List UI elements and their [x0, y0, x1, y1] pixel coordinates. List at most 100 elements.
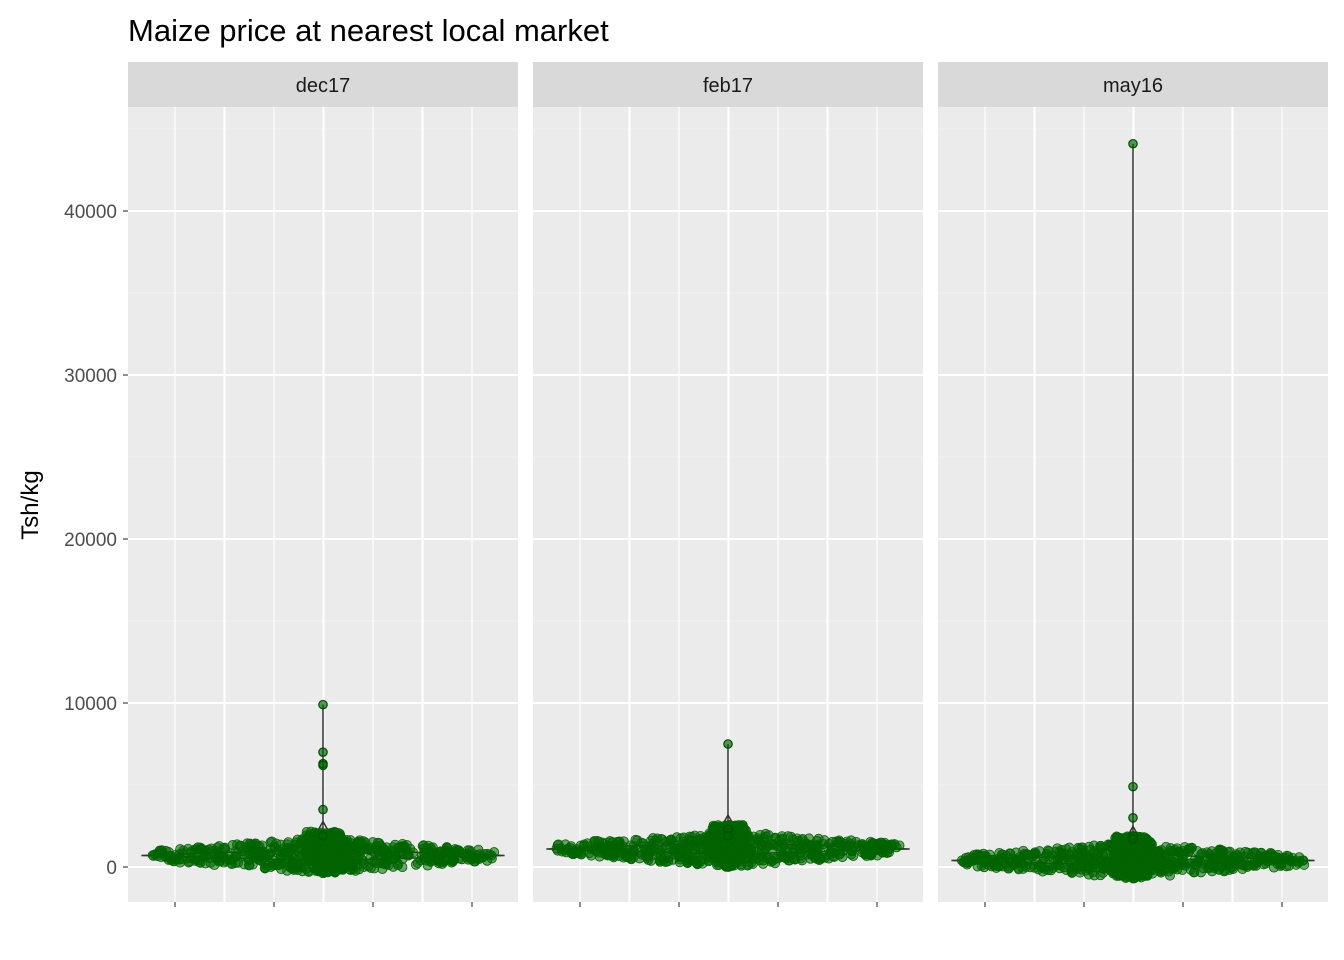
- data-point: [874, 841, 885, 852]
- outlier-point: [318, 699, 328, 710]
- data-point: [665, 835, 676, 846]
- y-tick-label: 10000: [64, 694, 117, 715]
- y-tick-label: 20000: [64, 530, 117, 551]
- facet-panels: dec17 feb17 may16: [128, 62, 1328, 907]
- data-point: [612, 836, 623, 847]
- data-point: [225, 854, 236, 865]
- data-point: [329, 855, 340, 866]
- data-point: [589, 836, 600, 847]
- data-point: [1170, 861, 1181, 872]
- data-point: [658, 856, 669, 867]
- data-point: [1172, 850, 1183, 861]
- data-point: [426, 856, 437, 867]
- data-point: [343, 846, 354, 857]
- data-point: [865, 836, 876, 847]
- data-point: [1054, 863, 1065, 874]
- data-point: [1088, 840, 1099, 851]
- data-point: [687, 847, 698, 858]
- chart-title: Maize price at nearest local market: [128, 13, 609, 48]
- points-dec17: [147, 699, 500, 879]
- outlier-point: [318, 831, 328, 841]
- data-point: [183, 857, 194, 868]
- data-point: [489, 847, 500, 858]
- data-point: [1255, 851, 1266, 862]
- facet-strip: [128, 62, 518, 107]
- data-point: [1003, 863, 1014, 874]
- data-point: [1026, 851, 1037, 862]
- data-point: [1138, 835, 1149, 846]
- data-point: [1216, 845, 1227, 856]
- data-point: [401, 839, 412, 850]
- data-point: [1185, 858, 1196, 869]
- data-point: [304, 833, 315, 844]
- outlier-point: [1128, 138, 1138, 149]
- data-point: [330, 835, 341, 846]
- outlier-point: [1128, 781, 1138, 792]
- data-point: [574, 845, 585, 856]
- data-point: [775, 834, 786, 845]
- data-point: [828, 844, 839, 855]
- facet-strip: [533, 62, 923, 107]
- data-point: [403, 848, 414, 859]
- y-axis-label: Tsh/kg: [17, 470, 44, 539]
- data-point: [859, 842, 870, 853]
- data-point: [442, 846, 453, 857]
- data-point: [345, 835, 356, 846]
- outlier-point: [1128, 834, 1138, 844]
- data-point: [1029, 862, 1040, 873]
- data-point: [1129, 855, 1140, 866]
- data-point: [691, 857, 702, 868]
- data-point: [676, 852, 687, 863]
- data-point: [273, 860, 284, 871]
- points-feb17: [551, 739, 905, 872]
- data-point: [755, 839, 766, 850]
- facet-strip-label: may16: [1103, 75, 1163, 97]
- data-point: [1073, 842, 1084, 853]
- data-point: [806, 840, 817, 851]
- data-point: [214, 852, 225, 863]
- data-point: [362, 844, 373, 855]
- facet-may16: may16: [938, 62, 1328, 907]
- data-point: [1273, 850, 1284, 861]
- data-point: [747, 858, 758, 869]
- data-point: [394, 848, 405, 859]
- data-point: [779, 844, 790, 855]
- data-point: [203, 852, 214, 863]
- data-point: [1040, 861, 1051, 872]
- data-point: [252, 850, 263, 861]
- data-point: [763, 853, 774, 864]
- data-point: [625, 853, 636, 864]
- data-point: [148, 850, 159, 861]
- data-point: [608, 852, 619, 863]
- data-point: [1044, 846, 1055, 857]
- facet-strip-label: dec17: [296, 75, 351, 97]
- points-may16: [956, 138, 1310, 884]
- y-tick-label: 0: [106, 858, 117, 879]
- data-point: [156, 846, 167, 857]
- data-point: [1011, 858, 1022, 869]
- data-point: [353, 842, 364, 853]
- data-point: [717, 845, 728, 856]
- data-point: [390, 839, 401, 850]
- data-point: [810, 852, 821, 863]
- data-point: [328, 866, 339, 877]
- data-point: [318, 848, 329, 859]
- data-point: [1237, 859, 1248, 870]
- facet-strip-label: feb17: [703, 75, 753, 97]
- data-point: [472, 853, 483, 864]
- facet-feb17: feb17: [533, 62, 923, 907]
- data-point: [410, 859, 421, 870]
- data-point: [292, 864, 303, 875]
- outlier-point: [318, 747, 328, 757]
- outlier-point: [318, 804, 328, 815]
- data-point: [1096, 858, 1107, 869]
- data-point: [1155, 856, 1166, 867]
- data-point: [840, 838, 851, 849]
- data-point: [372, 837, 383, 848]
- data-point: [416, 850, 427, 861]
- data-point: [227, 840, 238, 851]
- data-point: [646, 841, 657, 852]
- data-point: [734, 838, 745, 849]
- data-point: [418, 840, 429, 851]
